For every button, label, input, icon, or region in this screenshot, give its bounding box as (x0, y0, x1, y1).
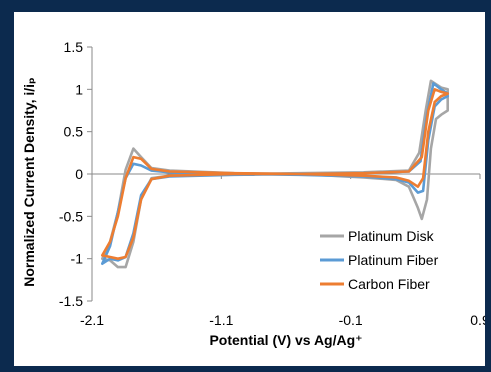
y-tick-label: 1 (75, 81, 83, 97)
x-tick-label: -1.1 (209, 312, 233, 328)
series-layer (101, 79, 449, 269)
y-tick-label: -1 (71, 251, 84, 267)
x-tick-label: 0.9 (470, 312, 485, 328)
legend-label-carbon-fiber: Carbon Fiber (348, 276, 430, 292)
y-axis-title: Normalized Current Density, i/iₚ (21, 77, 37, 287)
legend-label-platinum-fiber: Platinum Fiber (348, 252, 439, 268)
tick-labels: 1.5 1 0.5 0 -0.5 -1 -1.5 -2.1 -1.1 -0.1 0.9 (59, 39, 485, 328)
cyclic-voltammogram-chart: 1.5 1 0.5 0 -0.5 -1 -1.5 -2.1 -1.1 -0.1 0.9 Platin… (21, 39, 485, 348)
legend-label-platinum-disk: Platinum Disk (348, 228, 435, 244)
chart-panel: 1.5 1 0.5 0 -0.5 -1 -1.5 -2.1 -1.1 -0.1 0.9 Platin… (14, 12, 485, 366)
y-tick-label: 0 (75, 166, 83, 182)
y-tick-label: 0.5 (64, 124, 84, 140)
x-tick-label: -0.1 (339, 312, 363, 328)
x-axis-title: Potential (V) vs Ag/Ag⁺ (209, 332, 362, 348)
x-tick-label: -2.1 (80, 312, 104, 328)
y-tick-label: -1.5 (59, 293, 83, 309)
y-tick-label: -0.5 (59, 208, 83, 224)
y-tick-label: 1.5 (64, 39, 84, 55)
legend: Platinum Disk Platinum Fiber Carbon Fiber (320, 228, 439, 292)
series-line-carbon-fiber (101, 88, 449, 260)
